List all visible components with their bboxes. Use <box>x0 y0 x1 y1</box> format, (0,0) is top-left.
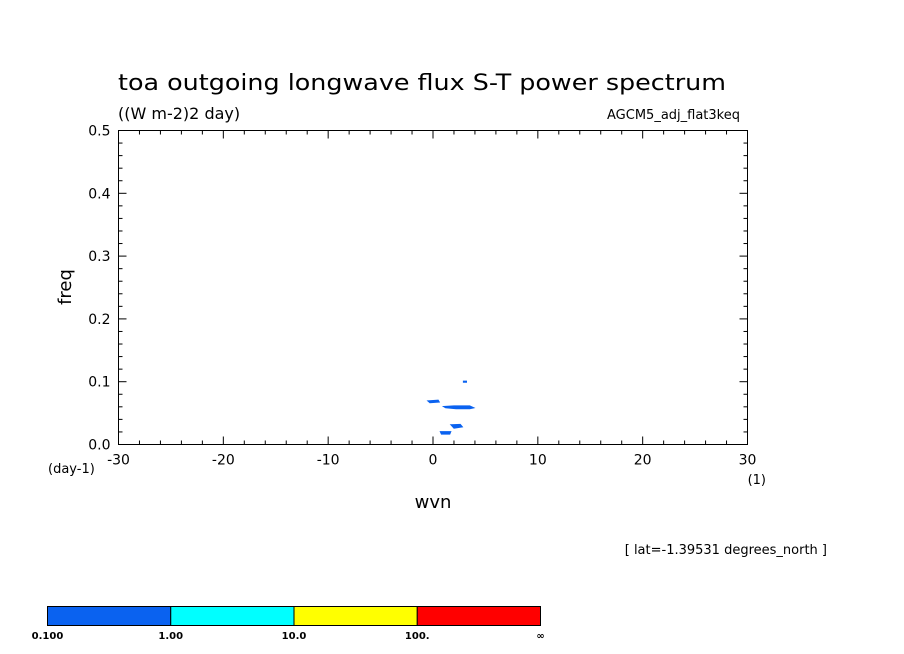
x-tick-label: 10 <box>529 453 547 469</box>
y-unit-label: (day-1) <box>48 462 95 477</box>
x-tick-label: 20 <box>634 453 652 469</box>
y-tick-labels: 0.0 0.1 0.2 0.3 0.4 0.5 <box>88 124 110 454</box>
x-tick-label: -30 <box>107 453 130 469</box>
dataset-label: AGCM5_adj_flat3keq <box>607 108 740 123</box>
colorbar-swatch-3 <box>293 606 418 626</box>
y-tick-label: 0.3 <box>88 249 110 265</box>
spectrum-region-3 <box>449 423 464 429</box>
spectrum-region-4 <box>439 431 452 435</box>
colorbar-swatch-2 <box>170 606 295 626</box>
spectrum-region-1 <box>426 399 441 404</box>
units-label: ((W m-2)2 day) <box>118 104 240 123</box>
x-tick-label: 30 <box>739 453 757 469</box>
colorbar-label: 100. <box>405 631 430 642</box>
colorbar-swatch-1 <box>47 606 172 626</box>
y-tick-label: 0.4 <box>88 186 110 202</box>
y-tick-label: 0.2 <box>88 312 110 328</box>
colorbar-label: 10.0 <box>282 631 307 642</box>
y-tick-label: 0.0 <box>88 438 110 454</box>
plot-area <box>118 130 748 445</box>
colorbar-label: 1.00 <box>158 631 183 642</box>
spectrum-region-2 <box>441 405 476 410</box>
axis-ticks <box>118 130 748 445</box>
spectrum-region-5 <box>462 380 467 383</box>
colorbar-swatch-4 <box>416 606 541 626</box>
x-unit-label: (1) <box>748 473 766 488</box>
x-tick-label: -10 <box>317 453 340 469</box>
latitude-annotation: [ lat=-1.39531 degrees_north ] <box>625 543 827 558</box>
x-tick-label: 0 <box>429 453 438 469</box>
colorbar-label: 0.100 <box>32 631 64 642</box>
y-axis-label: freq <box>55 269 76 305</box>
x-axis-label: wvn <box>415 492 452 513</box>
x-tick-labels: -30 -20 -10 0 10 20 30 <box>107 453 756 469</box>
colorbar-label: ∞ <box>536 631 544 642</box>
colorbar: 0.100 1.00 10.0 100. ∞ <box>32 606 545 642</box>
y-tick-label: 0.5 <box>88 124 110 140</box>
chart-title: toa outgoing longwave flux S-T power spe… <box>118 71 726 96</box>
y-tick-label: 0.1 <box>88 375 110 391</box>
x-tick-label: -20 <box>212 453 235 469</box>
spectrum-regions <box>426 380 476 435</box>
